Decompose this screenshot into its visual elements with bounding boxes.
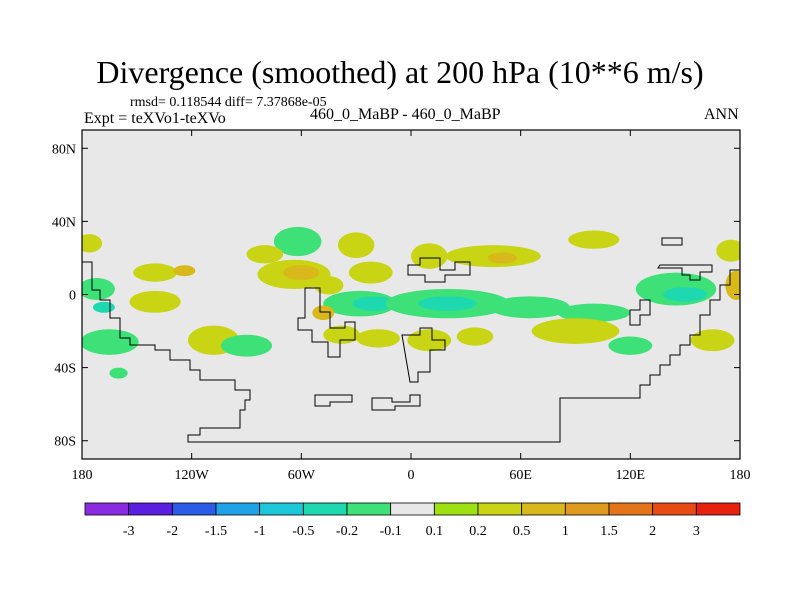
coastline-asia: [407, 257, 471, 283]
colorbar-label: -1: [254, 524, 266, 539]
contour-field-11: [246, 245, 284, 264]
contour-field-1: [82, 278, 115, 300]
contour-field-4: [173, 265, 196, 277]
colorbar-swatch-8: [433, 502, 479, 516]
colorbar-label: -1.5: [205, 524, 227, 539]
colorbar-label: -0.1: [380, 524, 402, 539]
chart-title: Divergence (smoothed) at 200 hPa (10**6 …: [96, 54, 704, 90]
contour-field-15: [348, 261, 393, 284]
contour-field-0: [82, 234, 103, 253]
colorbar-swatch-14: [695, 502, 741, 516]
colorbar-swatch-5: [302, 502, 348, 516]
y-axis: 80N 40N 0 40S 80S: [52, 142, 740, 450]
contour-field-9: [220, 334, 273, 357]
case-label: 460_0_MaBP - 460_0_MaBP: [310, 106, 501, 123]
coastline-eastasia: [657, 237, 713, 281]
x-tick-label: 60W: [288, 468, 316, 483]
contour-field-18: [352, 296, 397, 311]
contour-field-5: [129, 290, 181, 313]
contour-field-13: [283, 265, 320, 280]
colorbar-swatch-3: [215, 502, 261, 516]
contour-field-10: [273, 226, 322, 257]
coastline-outline: [82, 237, 740, 443]
contour-field-21: [356, 329, 401, 348]
x-tick-label: 180: [72, 468, 93, 483]
contour-field-26: [418, 296, 477, 311]
x-axis: 180 120W 60W 0 60E 120E 180: [72, 130, 751, 483]
colorbar-label: 1: [562, 524, 569, 539]
colorbar-label: -3: [123, 524, 135, 539]
contour-field-2: [92, 301, 115, 313]
colorbar-swatch-9: [477, 502, 523, 516]
contour-field-30: [456, 327, 494, 346]
colorbar-swatch-11: [564, 502, 610, 516]
colorbar-swatch-13: [652, 502, 697, 516]
colorbar-swatch-6: [346, 502, 392, 516]
coastline-africa: [297, 287, 356, 358]
x-tick-label: 180: [730, 468, 751, 483]
x-tick-label: 60E: [509, 468, 532, 483]
colorbar-label: -2: [166, 524, 178, 539]
contour-field-16: [314, 276, 344, 295]
y-tick-label: 40N: [52, 215, 76, 230]
colorbar-label: -0.2: [336, 524, 358, 539]
coastline-maritime: [629, 299, 651, 326]
y-tick-label: 80N: [52, 142, 76, 157]
coastline-antarctic-islands: [314, 394, 421, 411]
colorbar-swatch-7: [390, 502, 435, 516]
colorbar-swatch-10: [521, 502, 566, 516]
colorbar-label: 1.5: [600, 524, 618, 539]
coastline-americas: [82, 261, 740, 443]
colorbar-swatch-0: [84, 502, 130, 516]
x-tick-label: 120E: [616, 468, 646, 483]
contour-field-32: [608, 336, 653, 355]
y-tick-label: 80S: [54, 435, 76, 450]
contour-field-19: [312, 305, 335, 321]
colorbar-label: 2: [649, 524, 656, 539]
coastline-arabia: [401, 327, 446, 383]
season-label: ANN: [704, 106, 739, 123]
colorbar-swatch-2: [171, 502, 217, 516]
contour-field-20: [323, 325, 360, 344]
contour-field-3: [133, 263, 178, 282]
rmsd-diff-stats: rmsd= 0.118544 diff= 7.37868e-05: [130, 95, 327, 110]
colorbar-swatch-4: [259, 502, 304, 516]
colorbar-label: 0.1: [426, 524, 444, 539]
colorbar-swatch-12: [608, 502, 654, 516]
contour-field-31: [531, 318, 620, 344]
contour-field-27: [489, 296, 571, 319]
colorbar-label: -0.5: [292, 524, 314, 539]
experiment-label: Expt = teXVo1-teXVo: [84, 110, 226, 127]
colorbar-swatch-1: [128, 502, 173, 516]
contour-field-24: [487, 252, 518, 264]
contour-field-38: [690, 329, 735, 352]
contour-field-7: [109, 367, 128, 379]
contour-field-33: [568, 230, 620, 249]
x-tick-label: 120W: [175, 468, 210, 483]
colorbar: -3 -2 -1.5 -1 -0.5 -0.2 -0.1 0.1 0.2 0.5 1 1.5 2 3: [84, 502, 741, 539]
colorbar-label: 0.5: [513, 524, 531, 539]
contour-field-37: [725, 270, 740, 300]
y-tick-label: 40S: [54, 362, 76, 377]
contour-field-36: [716, 239, 740, 262]
x-tick-label: 0: [408, 468, 415, 483]
y-tick-label: 0: [69, 289, 76, 304]
contour-field-6: [82, 329, 139, 355]
contour-field-28: [557, 303, 631, 322]
colorbar-label: 0.2: [469, 524, 487, 539]
contour-field-35: [663, 287, 708, 302]
colorbar-label: 3: [693, 524, 700, 539]
contour-field-14: [337, 232, 375, 258]
